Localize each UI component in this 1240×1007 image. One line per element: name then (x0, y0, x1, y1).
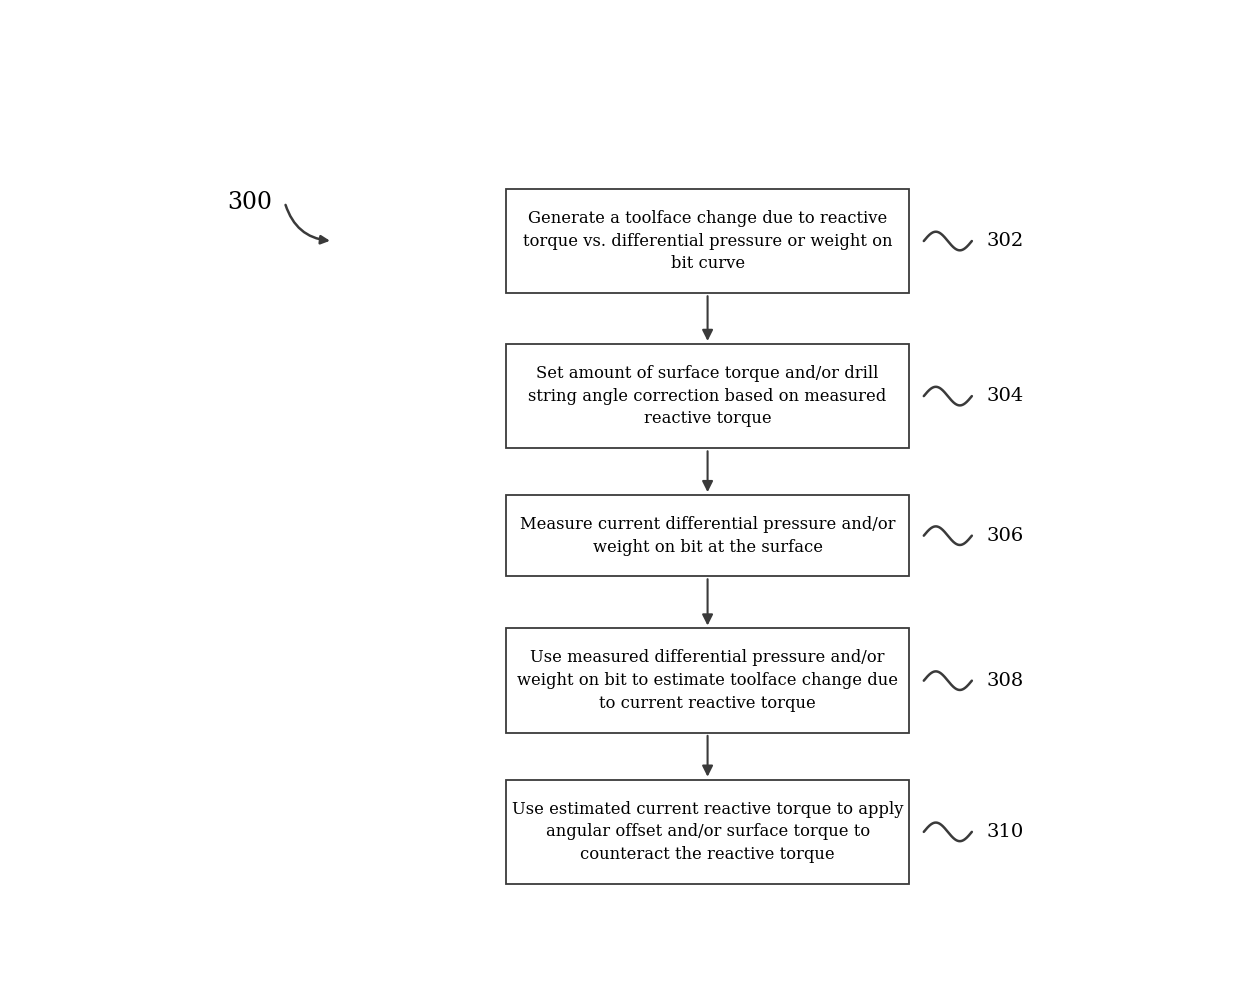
Text: 308: 308 (986, 672, 1023, 690)
Text: Set amount of surface torque and/or drill
string angle correction based on measu: Set amount of surface torque and/or dril… (528, 365, 887, 427)
Text: Use measured differential pressure and/or
weight on bit to estimate toolface cha: Use measured differential pressure and/o… (517, 650, 898, 712)
Text: Use estimated current reactive torque to apply
angular offset and/or surface tor: Use estimated current reactive torque to… (512, 801, 903, 863)
FancyBboxPatch shape (506, 343, 909, 448)
Text: 300: 300 (227, 190, 272, 213)
FancyBboxPatch shape (506, 495, 909, 576)
FancyBboxPatch shape (506, 188, 909, 293)
Text: 310: 310 (986, 823, 1023, 841)
Text: 306: 306 (986, 527, 1023, 545)
FancyArrowPatch shape (285, 204, 327, 244)
Text: 304: 304 (986, 387, 1023, 405)
Text: 302: 302 (986, 232, 1023, 250)
Text: Measure current differential pressure and/or
weight on bit at the surface: Measure current differential pressure an… (520, 516, 895, 556)
FancyBboxPatch shape (506, 628, 909, 733)
Text: Generate a toolface change due to reactive
torque vs. differential pressure or w: Generate a toolface change due to reacti… (523, 209, 893, 272)
FancyBboxPatch shape (506, 779, 909, 884)
